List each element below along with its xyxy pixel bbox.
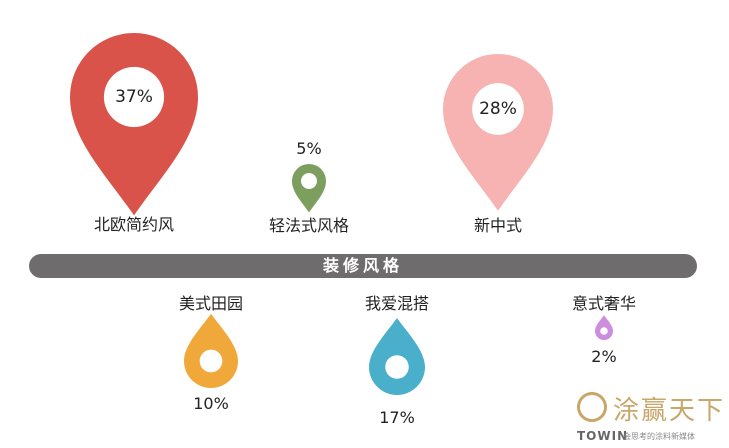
marker-hole-2 <box>472 83 524 135</box>
value-label-3: 10% <box>193 394 229 413</box>
logo-brand: TOWIN <box>577 429 629 443</box>
marker-hole-1 <box>301 173 317 189</box>
value-label-1: 5% <box>296 139 322 158</box>
logo: 涂赢天下 TOWIN 会思考的涂料新媒体 <box>577 392 727 444</box>
value-label-2: 28% <box>479 99 517 119</box>
logo-name: 涂赢天下 <box>613 396 726 426</box>
marker-hole-5 <box>600 327 608 335</box>
category-label-2: 新中式 <box>473 216 523 235</box>
category-label-0: 北欧简约风 <box>93 215 175 234</box>
value-label-5: 2% <box>591 347 617 366</box>
category-label-5: 意式奢华 <box>571 294 637 313</box>
marker-hole-0 <box>103 66 165 128</box>
category-label-3: 美式田园 <box>178 294 244 313</box>
logo-q-icon <box>577 392 607 422</box>
logo-tagline: 会思考的涂料新媒体 <box>623 432 695 441</box>
value-label-0: 37% <box>115 87 153 107</box>
category-bar: 装修风格 <box>29 254 697 278</box>
marker-hole-3 <box>199 349 223 373</box>
marker-hole-4 <box>385 355 409 379</box>
value-label-4: 17% <box>379 408 415 427</box>
chart-title: 装修风格 <box>322 256 403 275</box>
category-label-1: 轻法式风格 <box>268 216 350 235</box>
category-label-4: 我爱混搭 <box>364 294 430 313</box>
